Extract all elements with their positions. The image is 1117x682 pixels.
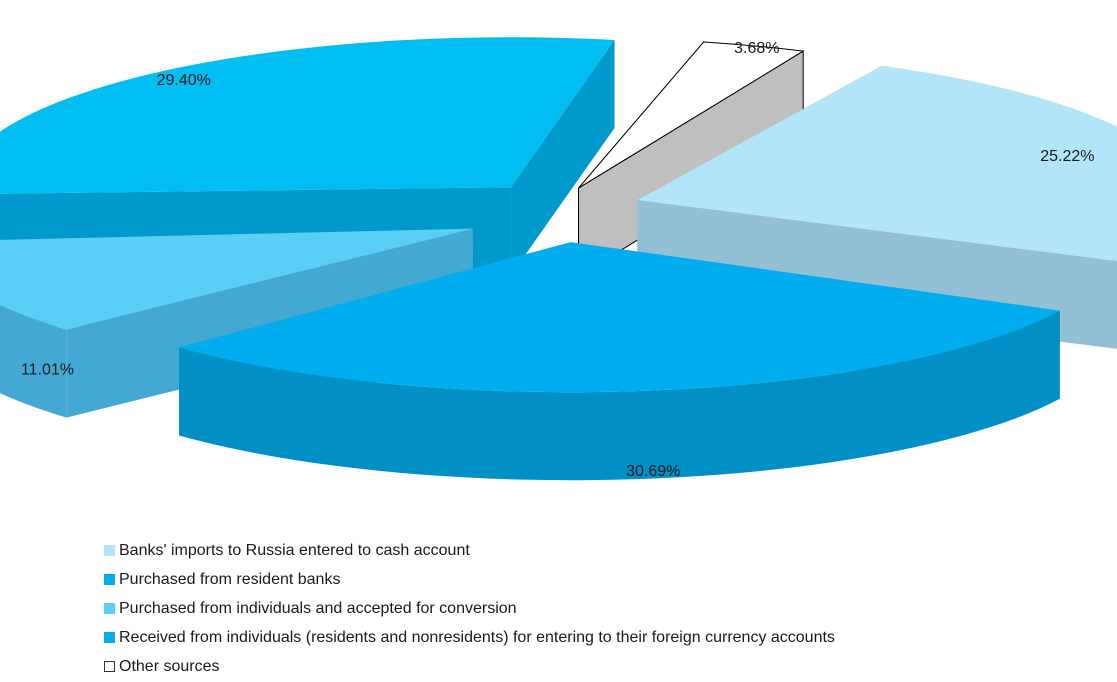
- pie-slices: [0, 37, 1117, 481]
- legend-label: Purchased from resident banks: [119, 570, 341, 588]
- pie-slice: [578, 40, 805, 278]
- pie-chart: 25.22% 30.69% 11.01% 29.40% 3.68%: [0, 37, 1117, 481]
- slice-top: [0, 37, 615, 194]
- slice-value-label: 30.69%: [626, 463, 680, 480]
- legend-label: Purchased from individuals and accepted …: [119, 599, 517, 617]
- legend-item: Received from individuals (residents and…: [104, 623, 835, 652]
- pie-value-labels: 25.22% 30.69% 11.01% 29.40% 3.68%: [21, 40, 1095, 480]
- slice-top: [179, 242, 1060, 393]
- legend-swatch: [104, 632, 115, 643]
- legend-swatch: [104, 545, 115, 556]
- legend-label: Other sources: [119, 657, 220, 675]
- legend-item: Purchased from resident banks: [104, 565, 835, 594]
- slice-side-wall: [510, 39, 615, 276]
- legend-item: Banks' imports to Russia entered to cash…: [104, 536, 835, 565]
- legend-item: Purchased from individuals and accepted …: [104, 594, 835, 623]
- legend-swatch: [104, 661, 115, 672]
- slice-value-label: 11.01%: [21, 361, 74, 378]
- legend-label: Banks' imports to Russia entered to cash…: [119, 541, 470, 559]
- slice-rim: [0, 305, 67, 418]
- legend-swatch: [104, 574, 115, 585]
- slice-value-label: 25.22%: [1040, 148, 1094, 165]
- slice-top: [637, 65, 1117, 261]
- legend-label: Received from individuals (residents and…: [119, 628, 835, 646]
- legend-item: Other sources: [104, 652, 835, 681]
- slice-value-label: 3.68%: [734, 40, 779, 57]
- slice-top: [578, 41, 805, 189]
- slice-top: [0, 228, 473, 330]
- slice-rim: [179, 310, 1060, 481]
- pie-slice: [179, 242, 1060, 481]
- slice-value-label: 29.40%: [157, 72, 211, 89]
- chart-legend: Banks' imports to Russia entered to cash…: [104, 536, 835, 681]
- legend-swatch: [104, 603, 115, 614]
